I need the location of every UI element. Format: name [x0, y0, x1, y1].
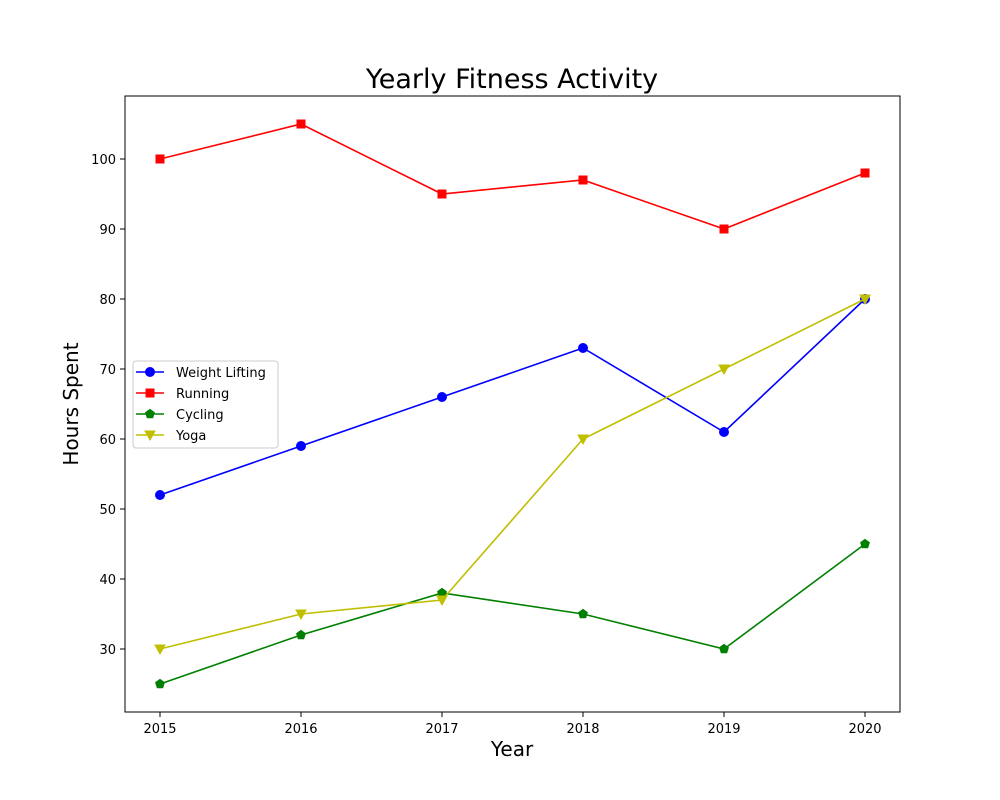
- x-tick-label: 2020: [848, 722, 881, 737]
- series-cycling: [155, 538, 870, 689]
- data-point-cycling: [860, 538, 870, 549]
- data-point-weight-lifting: [296, 441, 306, 451]
- data-point-yoga: [718, 364, 730, 376]
- legend-marker-yoga: [144, 430, 156, 442]
- series-running: [155, 119, 870, 234]
- legend-box: [132, 360, 279, 449]
- legend-item-weight-lifting: Weight Lifting: [136, 366, 266, 381]
- data-point-cycling: [719, 643, 729, 654]
- y-tick-label: 100: [91, 153, 116, 168]
- series-line-cycling: [159, 543, 866, 685]
- legend-label-weight-lifting: Weight Lifting: [176, 366, 266, 381]
- data-point-running: [437, 189, 447, 199]
- data-point-weight-lifting: [719, 427, 729, 437]
- y-axis: 30 40 50 60 70 80 90 100: [91, 153, 125, 658]
- x-tick-label: 2017: [425, 722, 458, 737]
- x-axis-title: Year: [490, 737, 534, 761]
- series-line-running: [159, 123, 866, 230]
- data-point-running: [860, 168, 870, 178]
- legend-marker-cycling: [145, 408, 155, 419]
- y-tick-label: 80: [99, 293, 116, 308]
- legend-marker-running: [145, 388, 155, 398]
- data-point-weight-lifting: [578, 343, 588, 353]
- data-point-yoga: [859, 294, 871, 306]
- data-point-yoga: [295, 609, 307, 621]
- data-point-yoga: [577, 434, 589, 446]
- series-yoga: [154, 294, 871, 656]
- series-weight-lifting: [155, 294, 870, 500]
- y-tick-label: 50: [99, 503, 116, 518]
- plot-area: [124, 95, 901, 713]
- y-tick-label: 90: [99, 223, 116, 238]
- legend-marker-weight-lifting: [145, 367, 155, 377]
- series-layer: [154, 119, 871, 689]
- data-point-running: [719, 224, 729, 234]
- data-point-cycling: [296, 629, 306, 640]
- y-tick-label: 30: [99, 643, 116, 658]
- legend-item-yoga: Yoga: [136, 429, 206, 444]
- data-point-yoga: [154, 644, 166, 656]
- y-tick-label: 60: [99, 433, 116, 448]
- legend-label-cycling: Cycling: [176, 408, 224, 423]
- data-point-weight-lifting: [437, 392, 447, 402]
- series-line-weight-lifting: [159, 298, 866, 496]
- legend-item-running: Running: [136, 387, 229, 402]
- data-point-yoga: [436, 595, 448, 607]
- x-tick-label: 2016: [284, 722, 317, 737]
- data-point-cycling: [155, 678, 165, 689]
- data-point-running: [296, 119, 306, 129]
- data-point-running: [578, 175, 588, 185]
- data-point-running: [155, 154, 165, 164]
- legend-item-cycling: Cycling: [136, 408, 224, 423]
- chart-title: Yearly Fitness Activity: [365, 64, 658, 95]
- data-point-cycling: [578, 608, 588, 619]
- legend-label-running: Running: [176, 387, 229, 402]
- x-tick-label: 2015: [143, 722, 176, 737]
- series-line-yoga: [159, 298, 866, 650]
- data-point-weight-lifting: [155, 490, 165, 500]
- y-tick-label: 70: [99, 363, 116, 378]
- legend-label-yoga: Yoga: [175, 429, 206, 444]
- x-tick-label: 2018: [566, 722, 599, 737]
- legend: Weight Lifting Running Cycling Yoga: [132, 360, 279, 449]
- y-tick-label: 40: [99, 573, 116, 588]
- x-axis: 2015 2016 2017 2018 2019 2020: [143, 712, 882, 737]
- x-tick-label: 2019: [707, 722, 740, 737]
- y-axis-title: Hours Spent: [59, 342, 83, 465]
